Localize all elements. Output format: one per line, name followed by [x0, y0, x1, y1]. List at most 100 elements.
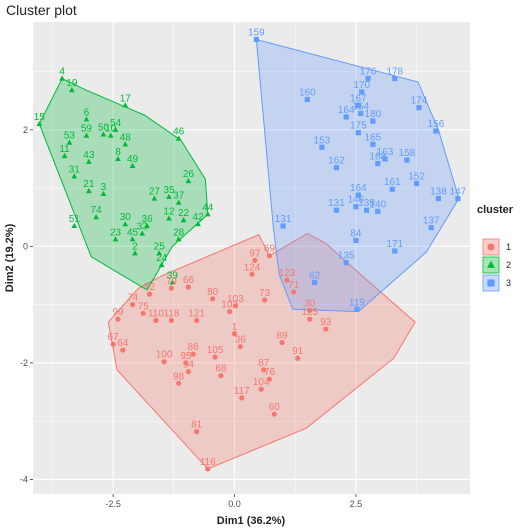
point-label: 24 [156, 253, 168, 264]
point-label: 161 [384, 177, 401, 188]
cluster-2-point [112, 236, 119, 242]
point-label: 176 [360, 67, 377, 78]
legend-label-1: 1 [506, 242, 511, 252]
point-label: 8 [115, 147, 121, 158]
point-label: 80 [207, 287, 219, 298]
cluster-2-point [61, 152, 68, 159]
cluster-1-point [194, 317, 200, 323]
point-label: 139 [358, 198, 375, 209]
point-label: 2 [132, 241, 138, 252]
point-label: 48 [120, 132, 132, 143]
cluster-1-point [194, 429, 200, 435]
point-label: 116 [200, 457, 216, 468]
cluster-1-point [212, 354, 218, 360]
cluster-2-point [93, 214, 99, 220]
cluster-1-point [266, 376, 273, 382]
cluster-2-point [36, 120, 43, 127]
point-label: 118 [163, 308, 179, 319]
cluster-3-point [370, 118, 376, 124]
cluster-2-point [151, 195, 158, 201]
point-label: 53 [64, 131, 76, 142]
point-label: 27 [149, 187, 161, 198]
cluster-1-point [168, 285, 174, 291]
point-label: 51 [69, 214, 81, 225]
point-label: 104 [253, 377, 270, 388]
point-label: 73 [259, 288, 271, 299]
cluster-2-point [144, 222, 150, 229]
point-label: 69 [264, 244, 276, 255]
point-label: 131 [275, 214, 292, 225]
cluster-1-point [295, 355, 301, 361]
point-label: 11 [59, 144, 70, 155]
cluster-2-point [204, 211, 211, 217]
point-label: 162 [328, 156, 345, 167]
cluster-3-point [404, 157, 410, 163]
legend-title: cluster [477, 204, 514, 216]
cluster-1-point [307, 316, 313, 322]
point-label: 164 [350, 183, 367, 194]
point-label: 156 [428, 119, 445, 130]
cluster-2-point [122, 102, 129, 108]
cluster-3-point [333, 165, 340, 171]
point-label: 64 [117, 338, 129, 349]
point-label: 19 [66, 78, 78, 89]
cluster-1-point [129, 302, 136, 308]
cluster-3-point [353, 237, 359, 244]
point-label: 102 [221, 300, 238, 311]
point-label: 62 [309, 270, 321, 281]
cluster-3-point [319, 144, 325, 150]
cluster-3-point [365, 75, 371, 82]
point-label: 147 [450, 187, 467, 198]
point-label: 124 [244, 262, 261, 273]
point-label: 93 [320, 317, 332, 328]
point-label: 36 [235, 335, 247, 346]
cluster-1-point [307, 307, 313, 314]
cluster-3-hull [255, 38, 460, 313]
point-label: 164 [338, 105, 355, 116]
point-label: 123 [279, 268, 296, 279]
cluster-2-point [175, 135, 182, 141]
cluster-1-point [110, 341, 116, 347]
point-label: 31 [69, 164, 81, 175]
point-label: 12 [163, 206, 175, 217]
cluster-1-point [185, 284, 191, 290]
point-label: 23 [110, 227, 122, 238]
point-label: 160 [299, 88, 316, 99]
point-label: 49 [127, 154, 139, 165]
point-label: 103 [227, 294, 244, 305]
cluster-1-hull [107, 232, 416, 470]
cluster-3-point [355, 130, 361, 136]
cluster-2-point [100, 131, 107, 137]
cluster-1-point [291, 289, 297, 295]
cluster-1-point [279, 339, 285, 346]
legend-marker-3 [487, 279, 495, 287]
point-label: 170 [353, 80, 370, 91]
cluster-1-point [210, 296, 216, 302]
point-label: 165 [365, 132, 382, 143]
point-label: 98 [173, 371, 185, 382]
axis-ticks: -4 -2 0 2 -2.5 0.0 2.5 [20, 125, 362, 509]
cluster-1-point [140, 310, 146, 316]
point-label: 30 [120, 212, 132, 223]
point-label: 43 [83, 150, 95, 161]
point-label: 81 [191, 420, 203, 431]
cluster-3-point [312, 279, 318, 286]
cluster-1-point [262, 297, 268, 303]
legend-marker-1 [487, 243, 495, 251]
point-label: 37 [173, 191, 185, 202]
point-label: 99 [112, 307, 124, 318]
cluster-1-point [258, 386, 264, 392]
cluster-3-point [392, 75, 398, 82]
cluster-3-point [343, 260, 349, 266]
cluster-points [36, 36, 461, 472]
point-label: 95 [180, 351, 192, 362]
cluster-2-point [71, 222, 78, 229]
point-label: 146 [348, 195, 365, 206]
point-label: 110 [148, 308, 164, 319]
point-label: 97 [249, 248, 261, 259]
point-label: 167 [350, 93, 367, 104]
cluster-1-point [161, 359, 167, 365]
cluster-3-point [355, 192, 361, 198]
point-label: 30 [304, 298, 316, 309]
